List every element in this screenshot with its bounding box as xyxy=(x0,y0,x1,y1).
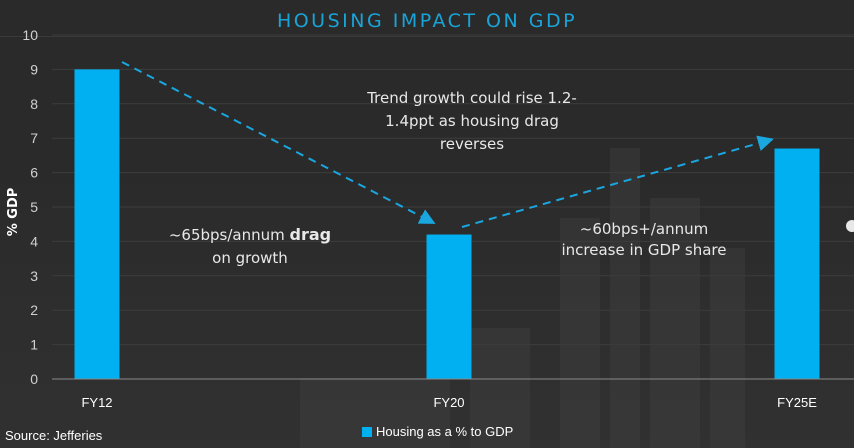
y-tick-label: 10 xyxy=(22,27,38,43)
y-axis-label: % GDP xyxy=(6,188,21,237)
y-tick-label: 8 xyxy=(30,96,38,112)
legend: Housing as a % to GDP xyxy=(362,424,513,439)
annotation-trend: Trend growth could rise 1.2- xyxy=(366,89,577,107)
chart-title: HOUSING IMPACT ON GDP xyxy=(276,10,578,32)
building-silhouette xyxy=(300,378,450,448)
slide-handle xyxy=(846,220,854,232)
source-note: Source: Jefferies xyxy=(5,428,103,443)
trend-arrows xyxy=(121,61,774,228)
building-silhouette xyxy=(710,248,745,448)
arrow-decline xyxy=(121,61,436,224)
y-tick-label: 1 xyxy=(30,337,38,353)
y-tick-label: 2 xyxy=(30,302,38,318)
x-tick-label: FY20 xyxy=(433,395,464,410)
y-tick-label: 7 xyxy=(30,130,38,146)
annotation-increase: ~60bps+/annum xyxy=(580,220,708,238)
y-tick-label: 3 xyxy=(30,268,38,284)
annotation-trend: 1.4ppt as housing drag xyxy=(385,112,559,130)
legend-label: Housing as a % to GDP xyxy=(376,424,514,439)
bar-fy12 xyxy=(74,69,120,380)
annotation-trend: reverses xyxy=(440,135,504,153)
annotation-drag: on growth xyxy=(212,249,288,267)
arrow-recovery xyxy=(461,135,774,228)
title-divider xyxy=(0,36,854,37)
building-silhouette xyxy=(610,148,640,448)
bar-fy25e xyxy=(774,148,820,379)
bar-fy20 xyxy=(426,234,472,379)
building-silhouette xyxy=(650,198,700,448)
annotation-increase: increase in GDP share xyxy=(562,241,727,259)
annotation-drag: ~65bps/annum drag xyxy=(169,225,331,244)
y-tick-label: 5 xyxy=(30,199,38,215)
x-tick-label: FY25E xyxy=(777,395,817,410)
bars xyxy=(74,69,820,380)
y-tick-label: 4 xyxy=(30,233,38,249)
y-tick-label: 6 xyxy=(30,165,38,181)
y-tick-label: 9 xyxy=(30,61,38,77)
x-tick-label: FY12 xyxy=(81,395,112,410)
building-silhouette xyxy=(470,328,530,448)
legend-swatch xyxy=(362,426,372,437)
annotations: Trend growth could rise 1.2- 1.4ppt as ho… xyxy=(169,89,727,267)
y-tick-label: 0 xyxy=(30,371,38,387)
y-axis-ticks: 0 1 2 3 4 5 6 7 8 9 10 xyxy=(22,27,38,387)
building-silhouette xyxy=(560,218,600,448)
x-axis-ticks: FY12 FY20 FY25E xyxy=(81,395,817,410)
